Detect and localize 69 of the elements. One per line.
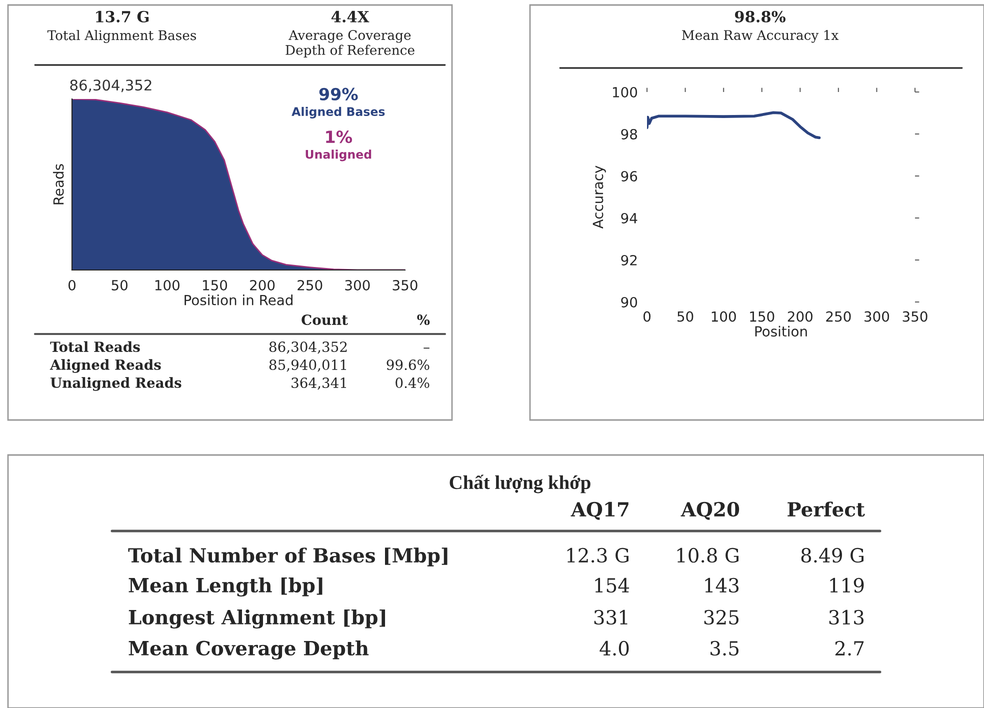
text: 98.8% — [734, 10, 786, 22]
category-label: Total Number of Bases [Mbp] — [128, 548, 448, 566]
line-series — [647, 111, 821, 140]
x-tick-label: 200 — [250, 280, 275, 290]
annotation: 1% — [326, 130, 352, 144]
text: 313 — [829, 610, 864, 625]
text: Aligned Bases — [292, 106, 385, 118]
x-tick-label: 150 — [750, 311, 774, 322]
category-label: Count — [302, 314, 348, 326]
category-label: Longest Alignment [bp] — [128, 609, 386, 629]
x-axis-title: Position — [755, 326, 807, 337]
text: 13.7 G — [96, 10, 149, 22]
annotation: 99% — [319, 88, 358, 100]
x-tick-label: 100 — [155, 280, 180, 290]
category-label: Mean Coverage Depth — [128, 640, 369, 660]
text: – — [424, 348, 430, 349]
x-tick-label: 300 — [864, 311, 890, 322]
text: 3.5 — [710, 640, 738, 656]
annotation: Unaligned — [306, 150, 372, 162]
text: Average Coverage Depth of Reference — [286, 30, 414, 58]
annotation: 86,304,352 — [70, 80, 152, 92]
category-label: Unaligned Reads — [50, 377, 182, 391]
y-tick-label: 94 — [621, 212, 638, 224]
x-tick-label: 200 — [788, 311, 812, 322]
text: 331 — [594, 610, 628, 625]
text: 4.0 — [600, 640, 629, 656]
text: 143 — [705, 578, 739, 593]
text: 4.4X — [331, 10, 370, 22]
y-tick-label: 96 — [621, 170, 638, 182]
x-tick-label: 50 — [678, 311, 694, 322]
text: 0.4% — [396, 378, 430, 388]
text: 10.8 G — [677, 548, 738, 563]
x-tick-label: 0 — [68, 280, 76, 290]
text: Chất lượng khớp — [450, 474, 590, 494]
category-label: AQ20 — [680, 502, 740, 520]
y-axis-title: Reads — [53, 164, 64, 204]
text: 325 — [704, 610, 738, 625]
text: 8.49 G — [801, 548, 864, 563]
category-label: Aligned Reads — [50, 359, 161, 373]
text: 85,940,011 — [269, 360, 346, 372]
text: 364,341 — [292, 378, 346, 390]
y-tick-label: 90 — [621, 296, 638, 308]
text: 119 — [830, 578, 864, 593]
y-tick-label: 98 — [621, 128, 638, 140]
x-axis-title: Position in Read — [184, 294, 292, 306]
text: Total Alignment Bases — [47, 30, 196, 43]
text: 154 — [595, 578, 630, 593]
x-tick-label: 250 — [298, 280, 322, 290]
category-label: Perfect — [788, 502, 865, 517]
text: 2.7 — [835, 640, 864, 656]
text: 99.6% — [386, 360, 430, 370]
x-tick-label: 300 — [345, 280, 370, 290]
x-tick-label: 100 — [712, 311, 736, 322]
x-tick-label: 350 — [902, 311, 928, 322]
x-tick-label: 350 — [392, 280, 418, 290]
category-label: % — [417, 314, 430, 326]
category-label: Mean Length [bp] — [128, 577, 322, 597]
category-label: Total Reads — [50, 341, 140, 352]
text: Mean Raw Accuracy 1x — [682, 30, 838, 43]
y-axis-title: Accuracy — [592, 166, 606, 229]
text: 12.3 G — [567, 548, 628, 563]
category-label: AQ17 — [570, 502, 628, 520]
x-tick-label: 150 — [202, 280, 228, 290]
text: 86,304,352 — [269, 342, 347, 354]
x-tick-label: 250 — [826, 311, 851, 322]
y-tick-label: 100 — [612, 86, 638, 98]
x-tick-label: 0 — [643, 311, 650, 322]
x-tick-label: 50 — [112, 280, 128, 290]
y-tick-label: 92 — [621, 254, 637, 266]
